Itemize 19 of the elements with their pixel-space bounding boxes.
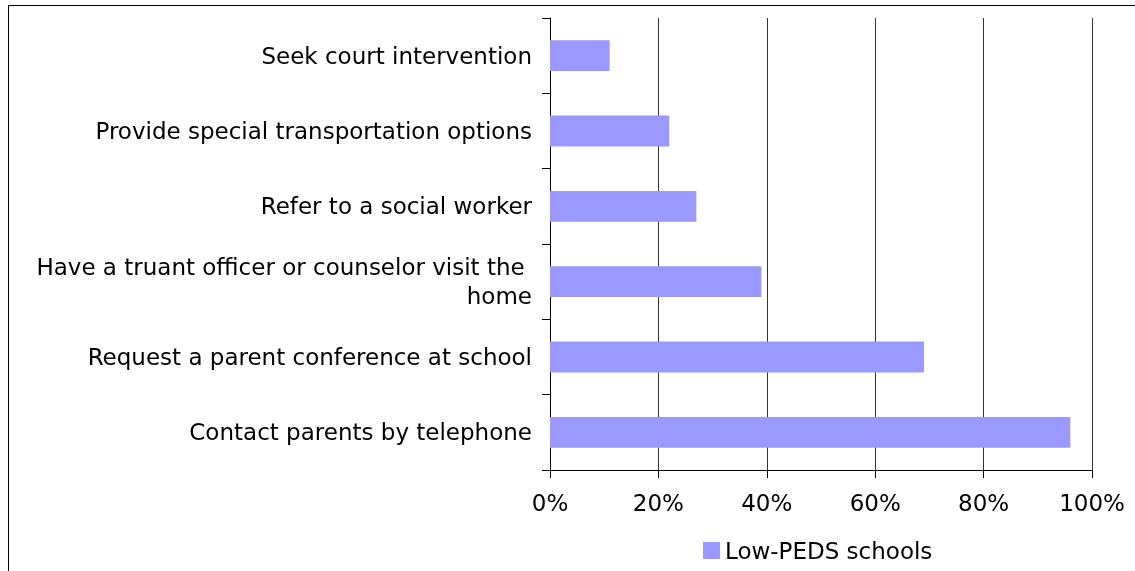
y-tick-label: Refer to a social worker [260, 193, 533, 220]
y-tick-label: Request a parent conference at school [87, 344, 532, 370]
x-tick-label: 40% [741, 489, 793, 516]
x-tick-label: 20% [632, 489, 684, 516]
legend-label: Low-PEDS schools [725, 537, 933, 564]
x-tick-label: 80% [958, 489, 1010, 516]
bar [550, 266, 762, 298]
bar [550, 115, 670, 147]
y-tick-label: Provide special transportation options [95, 118, 532, 144]
y-tick-label: Have a truant officer or counselor visit the home [36, 254, 532, 310]
y-tick-label: Contact parents by telephone [189, 419, 532, 446]
bar [550, 40, 610, 72]
bar [550, 341, 924, 373]
bar [550, 190, 697, 222]
x-tick-label: 0% [531, 489, 569, 516]
bar [550, 416, 1071, 448]
y-tick-label: Seek court intervention [261, 42, 532, 69]
x-tick-label: 60% [849, 489, 901, 516]
x-tick-label: 100% [1059, 489, 1125, 516]
